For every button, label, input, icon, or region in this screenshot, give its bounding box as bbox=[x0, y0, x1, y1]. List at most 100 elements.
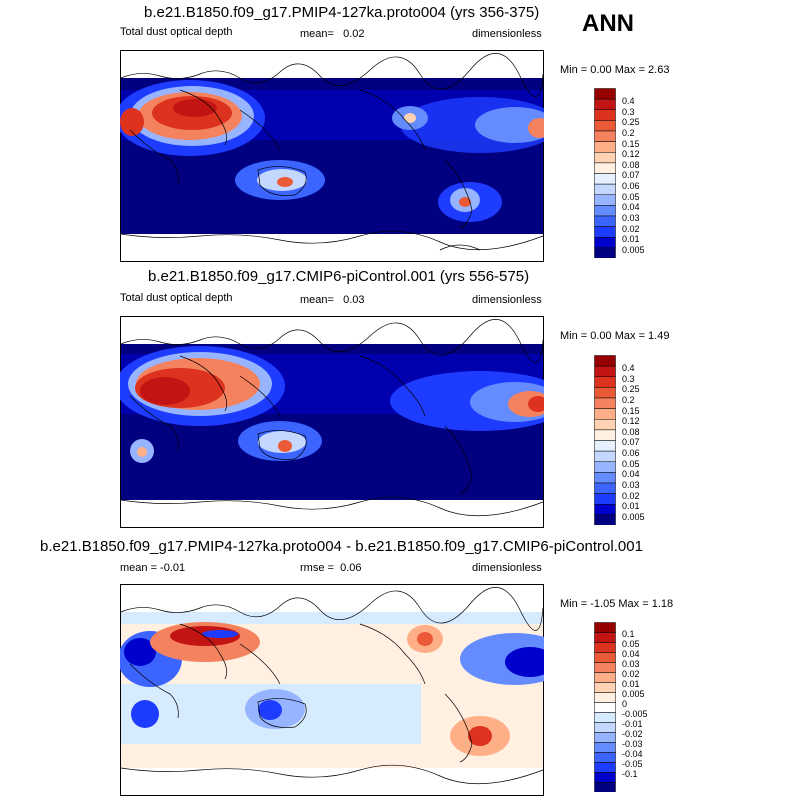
colorbar-tick-label: 0.07 bbox=[622, 437, 640, 448]
colorbar-tick-label: 0.1 bbox=[622, 629, 635, 639]
dust-asia-hot bbox=[140, 377, 190, 405]
colorbar-tick-label: 0.05 bbox=[622, 639, 640, 649]
colorbar-box bbox=[594, 162, 616, 174]
colorbar-box bbox=[594, 376, 616, 388]
colorbar-box bbox=[594, 732, 616, 743]
colorbar-tick-label: 0.01 bbox=[622, 234, 640, 245]
colorbar-tick-label: 0.05 bbox=[622, 191, 640, 202]
colorbar-boxes bbox=[594, 622, 616, 792]
colorbar-box bbox=[594, 672, 616, 683]
colorbar-tick-label: -0.04 bbox=[622, 749, 643, 759]
dust-plume-atlantic-core bbox=[475, 107, 544, 143]
season-label: ANN bbox=[582, 10, 634, 37]
dust-australia-core bbox=[278, 440, 292, 452]
panel3-mean: mean = -0.01 bbox=[120, 562, 186, 574]
colorbar-box bbox=[594, 120, 616, 132]
diff-australia-neg-core bbox=[258, 700, 282, 720]
diff-northern-band bbox=[121, 612, 543, 624]
colorbar-tick-label: 0.12 bbox=[622, 416, 640, 427]
colorbar-tick-label: -0.05 bbox=[622, 759, 643, 769]
panel3-units: dimensionless bbox=[472, 562, 542, 574]
colorbar-box bbox=[594, 762, 616, 773]
colorbar-box bbox=[594, 247, 616, 258]
colorbar-tick-label: 0.01 bbox=[622, 501, 640, 512]
dust-asia-hot bbox=[173, 99, 217, 117]
panel3-title: b.e21.B1850.f09_g17.PMIP4-127ka.proto004… bbox=[40, 538, 643, 555]
dust-north-america-core bbox=[404, 113, 416, 123]
diff-asia-neg-streak bbox=[202, 630, 238, 638]
colorbar-box bbox=[594, 712, 616, 723]
colorbar-box bbox=[594, 450, 616, 463]
colorbar-tick-label: 0.3 bbox=[622, 106, 635, 117]
colorbar-box bbox=[594, 472, 616, 484]
panel1-title: b.e21.B1850.f09_g17.PMIP4-127ka.proto004… bbox=[144, 4, 540, 21]
colorbar-tick-label: 0.005 bbox=[622, 511, 645, 522]
colorbar-box bbox=[594, 130, 616, 142]
colorbar-tick-label: 0.05 bbox=[622, 458, 640, 469]
colorbar-box bbox=[594, 722, 616, 733]
colorbar-tick-label: 0.04 bbox=[622, 202, 640, 213]
colorbar-tick-label: 0.005 bbox=[622, 244, 645, 255]
panel1-colorbar-labels: 0.4 0.3 0.25 0.2 0.15 0.12 0.08 0.07 0.06 0.05 0.0… bbox=[622, 96, 645, 255]
panel3-rmse: rmse = 0.06 bbox=[300, 562, 362, 574]
colorbar-tick-label: 0.06 bbox=[622, 181, 640, 191]
panel1-units: dimensionless bbox=[472, 28, 542, 40]
diff-north-america-core bbox=[417, 632, 433, 646]
panel2-minmax: Min = 0.00 Max = 1.49 bbox=[560, 330, 670, 342]
colorbar-tick-label: -0.02 bbox=[622, 729, 643, 739]
diff-atlantic-neg-core bbox=[505, 647, 544, 677]
colorbar-box bbox=[594, 482, 616, 494]
colorbar-tick-label: -0.01 bbox=[622, 719, 643, 729]
colorbar-tick-label: 0.3 bbox=[622, 373, 635, 384]
colorbar-tick-label: 0.08 bbox=[622, 159, 640, 170]
colorbar-box bbox=[594, 702, 616, 713]
colorbar-tick-label: 0.005 bbox=[622, 689, 645, 699]
colorbar-box bbox=[594, 504, 616, 516]
panel2-title: b.e21.B1850.f09_g17.CMIP6-piControl.001 … bbox=[148, 268, 530, 285]
colorbar-box bbox=[594, 152, 616, 164]
panel2-units: dimensionless bbox=[472, 294, 542, 306]
colorbar-tick-label: 0.06 bbox=[622, 448, 640, 458]
colorbar-tick-label: 0.03 bbox=[622, 212, 640, 223]
panel2-colorbar-labels: 0.4 0.3 0.25 0.2 0.15 0.12 0.08 0.07 0.06 0.05 0.0… bbox=[622, 363, 645, 522]
colorbar-box bbox=[594, 662, 616, 673]
colorbar-tick-label: 0.07 bbox=[622, 170, 640, 181]
colorbar-box bbox=[594, 632, 616, 643]
colorbar-tick-label: 0.02 bbox=[622, 669, 640, 679]
colorbar-box bbox=[594, 622, 616, 633]
diff-southafrica-neg bbox=[131, 700, 159, 728]
colorbar-box bbox=[594, 782, 616, 792]
colorbar-box bbox=[594, 355, 616, 367]
colorbar-tick-label: 0.2 bbox=[622, 127, 635, 138]
colorbar-tick-label: 0.04 bbox=[622, 469, 640, 480]
colorbar-box bbox=[594, 226, 616, 238]
colorbar-tick-label: 0.25 bbox=[622, 384, 640, 395]
panel1-colorbar bbox=[594, 88, 616, 258]
colorbar-box bbox=[594, 237, 616, 249]
colorbar-tick-label: 0.02 bbox=[622, 223, 640, 234]
colorbar-tick-label: 0.15 bbox=[622, 405, 640, 416]
colorbar-tick-label: 0.03 bbox=[622, 479, 640, 490]
dust-africa-west bbox=[120, 108, 144, 136]
colorbar-box bbox=[594, 397, 616, 409]
dust-patagonia-core bbox=[459, 197, 471, 207]
panel3-minmax: Min = -1.05 Max = 1.18 bbox=[560, 598, 674, 610]
colorbar-box bbox=[594, 514, 616, 525]
colorbar-box bbox=[594, 642, 616, 653]
colorbar-box bbox=[594, 194, 616, 206]
colorbar-box bbox=[594, 493, 616, 505]
colorbar-box bbox=[594, 109, 616, 121]
colorbar-box bbox=[594, 88, 616, 100]
colorbar-box bbox=[594, 387, 616, 399]
colorbar-box bbox=[594, 173, 616, 185]
colorbar-tick-label: 0.4 bbox=[622, 363, 635, 373]
panel2-map bbox=[120, 316, 544, 528]
colorbar-box bbox=[594, 682, 616, 693]
panel2-variable-label: Total dust optical depth bbox=[120, 292, 233, 304]
panel1-variable-label: Total dust optical depth bbox=[120, 26, 233, 38]
colorbar-tick-label: 0.12 bbox=[622, 149, 640, 160]
colorbar-tick-label: 0.01 bbox=[622, 679, 640, 689]
coastlines bbox=[120, 587, 544, 785]
colorbar-box bbox=[594, 440, 616, 452]
colorbar-box bbox=[594, 692, 616, 703]
